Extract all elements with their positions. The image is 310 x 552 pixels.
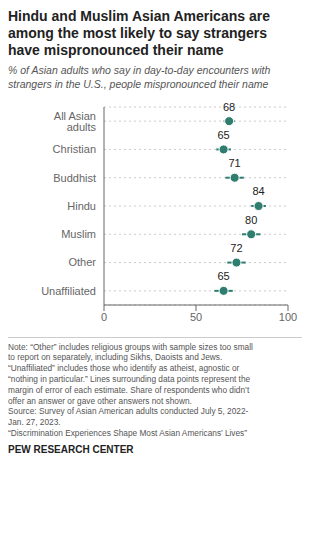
html-text:Note: “Other” includes religio: Note: “Other” includes religious groups …	[8, 341, 253, 438]
svg-text:All Asianadults: All Asianadults	[54, 109, 97, 132]
html-text:% of Asian adults who say in d: % of Asian adults who say in day-to-day …	[8, 64, 271, 90]
svg-text:Hindu: Hindu	[67, 200, 96, 212]
svg-text:Buddhist: Buddhist	[53, 171, 96, 183]
svg-text:50: 50	[190, 310, 202, 322]
svg-text:Other: Other	[68, 256, 96, 268]
svg-text:72: 72	[230, 242, 242, 254]
svg-text:0: 0	[101, 310, 107, 322]
svg-text:65: 65	[217, 129, 229, 141]
svg-text:65: 65	[217, 270, 229, 282]
svg-text:71: 71	[229, 157, 241, 169]
svg-text:Christian: Christian	[53, 143, 96, 155]
svg-text:80: 80	[245, 213, 257, 225]
svg-text:100: 100	[279, 310, 297, 322]
svg-text:84: 84	[252, 185, 264, 197]
html-text:PEW RESEARCH CENTER: PEW RESEARCH CENTER	[8, 443, 134, 455]
svg-text:68: 68	[223, 100, 235, 112]
svg-text:Unaffiliated: Unaffiliated	[41, 284, 96, 296]
svg-text:Muslim: Muslim	[61, 228, 96, 240]
html-text:Hindu and Muslim Asian America: Hindu and Muslim Asian Americans are amo…	[8, 8, 270, 58]
